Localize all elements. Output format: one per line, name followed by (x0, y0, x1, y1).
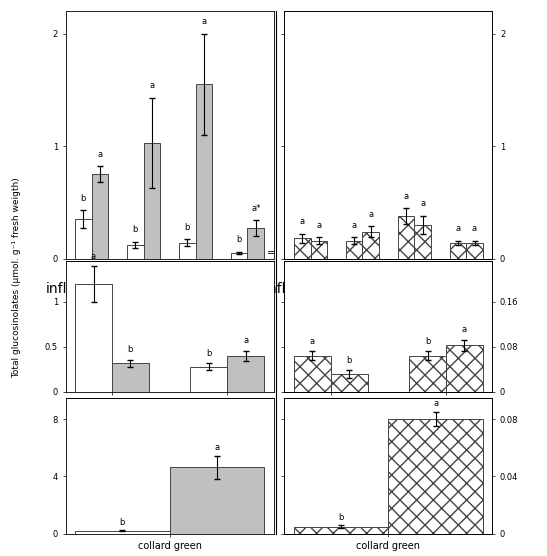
Bar (179, 243, 195, 259)
Text: b: b (236, 235, 242, 245)
Bar (247, 228, 264, 259)
Text: =: = (267, 249, 275, 259)
Text: a: a (368, 210, 373, 219)
Text: a: a (201, 17, 206, 26)
Text: a: a (243, 336, 248, 345)
Text: a: a (420, 200, 425, 208)
Bar (127, 245, 144, 259)
Bar (346, 241, 363, 259)
Text: a: a (433, 399, 438, 409)
Text: a: a (310, 337, 315, 346)
Text: a*: a* (251, 204, 260, 213)
Text: b: b (127, 345, 133, 354)
Bar (388, 419, 483, 534)
Bar (75, 530, 170, 534)
Bar (331, 374, 368, 392)
Bar (190, 367, 227, 392)
Text: a: a (472, 224, 477, 233)
Bar (414, 225, 431, 259)
Bar (170, 467, 264, 534)
Bar (75, 284, 112, 392)
Text: b: b (132, 225, 138, 234)
Text: a: a (462, 325, 467, 335)
Bar (294, 239, 311, 259)
Text: a: a (214, 443, 219, 452)
Text: a: a (352, 221, 357, 230)
Text: a: a (316, 221, 322, 230)
Text: b: b (346, 356, 352, 365)
Text: a: a (97, 150, 103, 159)
Text: b: b (81, 193, 86, 203)
Text: b: b (339, 513, 344, 522)
Bar (231, 253, 247, 259)
Text: a: a (149, 81, 154, 90)
Bar (446, 345, 483, 392)
Bar (144, 143, 160, 259)
Bar (227, 356, 264, 392)
Bar (112, 363, 149, 392)
Text: a: a (91, 252, 96, 261)
Text: a: a (404, 191, 409, 201)
Text: a: a (300, 217, 305, 226)
Bar (409, 356, 446, 392)
Text: b: b (184, 223, 190, 232)
Bar (195, 84, 212, 259)
Text: b: b (425, 337, 430, 346)
Text: b: b (206, 349, 212, 358)
Bar (311, 241, 327, 259)
Bar (294, 356, 331, 392)
Text: Total glucosinolates (μmol. g⁻¹ fresh weigth): Total glucosinolates (μmol. g⁻¹ fresh we… (12, 177, 21, 379)
Bar (75, 219, 92, 259)
Bar (450, 243, 466, 259)
Bar (466, 243, 483, 259)
Text: a: a (455, 224, 461, 233)
Bar (294, 527, 388, 534)
Bar (363, 231, 379, 259)
Text: b: b (120, 518, 125, 527)
Bar (92, 174, 108, 259)
Bar (398, 216, 414, 259)
